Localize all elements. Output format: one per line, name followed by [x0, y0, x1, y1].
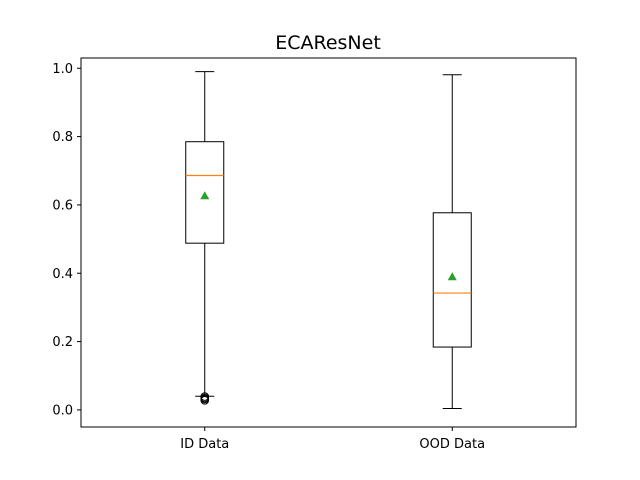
- plot-area: 0.0 0.2 0.4 0.6 0.8 1.0 ID Data OOD Data: [52, 62, 485, 452]
- chart-title: ECAResNet: [275, 32, 381, 54]
- box-iqr: [185, 141, 225, 244]
- outlier-point: [200, 396, 210, 405]
- x-tick-label: OOD Data: [419, 437, 485, 452]
- y-tick-label: 0.2: [52, 335, 73, 350]
- box-iqr: [432, 212, 472, 348]
- y-tick-label: 0.6: [52, 198, 73, 213]
- x-tick-label: ID Data: [180, 437, 229, 452]
- y-tick-label: 0.0: [52, 403, 73, 418]
- y-tick-label: 0.8: [52, 130, 73, 145]
- mean-marker: [200, 191, 210, 200]
- mean-marker: [447, 272, 457, 281]
- y-tick-label: 1.0: [52, 62, 73, 77]
- axes-frame: [80, 57, 577, 428]
- y-tick-label: 0.4: [52, 267, 73, 282]
